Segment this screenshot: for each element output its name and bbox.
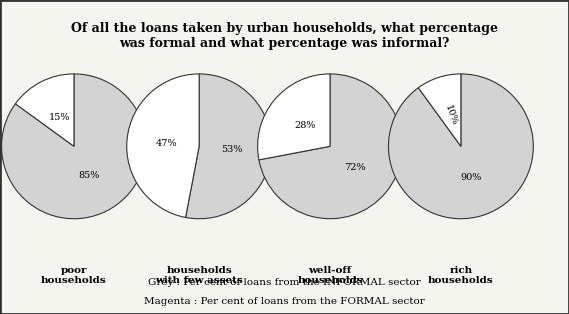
Wedge shape bbox=[389, 74, 533, 219]
Text: 15%: 15% bbox=[48, 113, 70, 122]
Wedge shape bbox=[418, 74, 461, 146]
Text: Of all the loans taken by urban households, what percentage
was formal and what : Of all the loans taken by urban househol… bbox=[71, 22, 498, 50]
Wedge shape bbox=[259, 74, 402, 219]
Wedge shape bbox=[127, 74, 199, 218]
Wedge shape bbox=[2, 74, 146, 219]
Wedge shape bbox=[15, 74, 74, 146]
Text: 85%: 85% bbox=[78, 171, 100, 180]
Text: rich
households: rich households bbox=[428, 266, 494, 285]
Text: 10%: 10% bbox=[443, 104, 459, 127]
Text: 53%: 53% bbox=[221, 145, 242, 154]
Text: 28%: 28% bbox=[294, 121, 316, 130]
Text: 72%: 72% bbox=[344, 163, 366, 171]
Text: Magenta : Per cent of loans from the FORMAL sector: Magenta : Per cent of loans from the FOR… bbox=[144, 297, 425, 306]
Text: Grey : Per cent of loans from the INFORMAL sector: Grey : Per cent of loans from the INFORM… bbox=[148, 278, 421, 287]
Text: 90%: 90% bbox=[460, 173, 481, 182]
Text: poor
households: poor households bbox=[41, 266, 107, 285]
Text: households
with few assets: households with few assets bbox=[155, 266, 243, 285]
Text: well-off
households: well-off households bbox=[297, 266, 363, 285]
Wedge shape bbox=[258, 74, 330, 160]
Wedge shape bbox=[185, 74, 271, 219]
Text: 47%: 47% bbox=[156, 139, 178, 148]
